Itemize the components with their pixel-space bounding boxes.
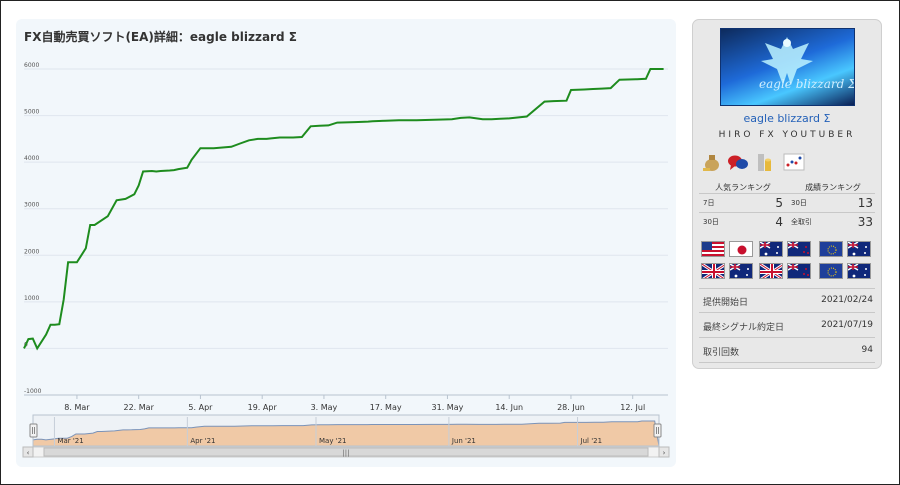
x-tick-label: 22. Mar (124, 403, 155, 412)
x-tick-label: 14. Jun (495, 403, 523, 412)
y-tick-label: 3000 (24, 202, 39, 209)
ranking-period-label: 30日 (791, 199, 807, 207)
banner-text: eagle blizzard Σ (759, 77, 855, 91)
flag-eu-icon (819, 241, 843, 257)
last-signal-value: 2021/07/19 (821, 320, 873, 330)
scroll-left-arrow-icon: ‹ (27, 449, 30, 457)
flag-jp-icon (729, 241, 753, 257)
trade-count-value: 94 (861, 345, 873, 355)
x-tick-label: 28. Jun (557, 403, 585, 412)
flag-us-icon (701, 241, 725, 257)
eagle-logo-icon (761, 37, 813, 85)
navigator-tick-label: Mar '21 (57, 437, 83, 445)
navigator-axis: Mar '21 Apr '21 May '21 Jun '21 Jul '21 (53, 417, 603, 446)
scrollbar-left-button[interactable] (22, 446, 34, 458)
coin-stack-icon (758, 154, 771, 171)
y-tick-label: 2000 (24, 248, 39, 255)
ea-banner-image[interactable]: eagle blizzard Σ (720, 28, 855, 106)
x-tick-label: 17. May (370, 403, 402, 412)
navigator-tick-label: Jun '21 (451, 437, 476, 445)
money-bag-icon (703, 155, 719, 171)
x-tick-label: 5. Apr (188, 403, 213, 412)
divider (699, 312, 875, 313)
x-tick-label: 8. Mar (64, 403, 90, 412)
ea-sidebar: eagle blizzard Σ eagle blizzard Σ HIRO F… (692, 19, 882, 369)
scrollbar-grip-icon: ||| (342, 449, 349, 457)
flag-gb-icon (701, 263, 725, 279)
y-tick-label: 6000 (24, 62, 39, 69)
dot-chart-icon (783, 153, 805, 171)
scrollbar[interactable]: ||| ‹ › (22, 446, 670, 458)
y-tick-label: 1000 (24, 295, 39, 302)
flag-nz-icon (787, 241, 811, 257)
grid (24, 68, 668, 396)
flag-au-icon (847, 263, 871, 279)
x-tick-label: 19. Apr (248, 403, 278, 412)
ranking-period-label: 7日 (703, 199, 715, 207)
author-name[interactable]: HIRO FX YOUTUBER (718, 130, 856, 140)
flag-gb-icon (759, 263, 783, 279)
equity-line (23, 68, 664, 351)
divider (699, 212, 875, 213)
chart-panel: FX自動売買ソフト(EA)詳細：eagle blizzard Σ 6000 500… (16, 19, 676, 467)
divider (699, 362, 875, 363)
ranking-value: 33 (857, 215, 873, 229)
flag-nz-icon (787, 263, 811, 279)
divider (699, 337, 875, 338)
scrollbar-right-button[interactable] (658, 446, 670, 458)
y-tick-label: 4000 (24, 155, 39, 162)
flag-au-icon (847, 241, 871, 257)
ranking-period-label: 30日 (703, 218, 719, 226)
navigator-area (32, 420, 660, 447)
start-date-label: 提供開始日 (703, 298, 749, 308)
y-tick-label: 5000 (24, 109, 39, 116)
performance-ranking-header: 成績ランキング (805, 183, 861, 192)
ranking-value: 4 (775, 215, 783, 229)
navigator-handle-left[interactable] (29, 423, 38, 438)
popularity-ranking-header: 人気ランキング (715, 183, 771, 192)
speech-bubbles-icon (728, 155, 748, 170)
navigator-tick-label: May '21 (319, 437, 347, 445)
y-tick-label: -1000 (24, 388, 42, 395)
scroll-right-arrow-icon: › (663, 449, 666, 457)
x-tick-label: 31. May (432, 403, 464, 412)
start-date-value: 2021/02/24 (821, 295, 873, 305)
scrollbar-thumb[interactable] (43, 447, 649, 457)
ranking-value: 13 (857, 196, 873, 210)
navigator-tick-label: Jul '21 (580, 437, 603, 445)
flag-au-icon (759, 241, 783, 257)
ranking-value: 5 (775, 196, 783, 210)
last-signal-label: 最終シグナル約定日 (703, 323, 785, 333)
x-axis: 8. Mar 22. Mar 5. Apr 19. Apr 3. May 17. May 3… (64, 395, 645, 412)
chart-title: FX自動売買ソフト(EA)詳細：eagle blizzard Σ (24, 30, 297, 44)
ranking-period-label: 全取引 (791, 218, 812, 226)
flag-eu-icon (819, 263, 843, 279)
divider (699, 288, 875, 289)
x-tick-label: 12. Jul (620, 403, 645, 412)
trade-count-label: 取引回数 (703, 348, 740, 358)
navigator-tick-label: Apr '21 (190, 437, 215, 445)
flag-au-icon (729, 263, 753, 279)
navigator[interactable]: Mar '21 Apr '21 May '21 Jun '21 Jul '21 (29, 414, 662, 447)
divider (699, 193, 875, 194)
ea-name-link[interactable]: eagle blizzard Σ (743, 112, 831, 125)
navigator-handle-right[interactable] (653, 423, 662, 438)
x-tick-label: 3. May (311, 403, 338, 412)
